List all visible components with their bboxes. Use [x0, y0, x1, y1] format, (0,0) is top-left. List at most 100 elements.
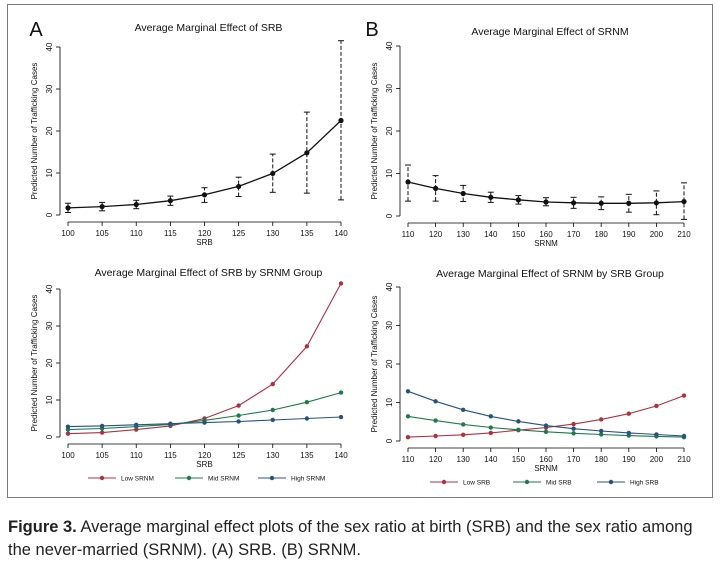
chart3-x-label: SRB — [196, 460, 212, 469]
chart4-x-tick-label: 200 — [650, 455, 664, 464]
chart1-title: Average Marginal Effect of SRB — [135, 22, 283, 34]
chart2-y-tick-label: 30 — [385, 84, 394, 93]
chart2-x-tick-label: 150 — [512, 230, 526, 239]
chart4-title: Average Marginal Effect of SRNM by SRB G… — [436, 268, 664, 280]
chart3-y-tick-label: 0 — [45, 434, 54, 439]
chart3-data-point — [304, 344, 310, 349]
chart4-x-tick-label: 160 — [539, 455, 553, 464]
chart4-legend-label: High SRB — [630, 480, 659, 487]
chart3-y-tick-label: 30 — [45, 321, 54, 330]
chart1-y-tick-label: 40 — [45, 42, 54, 51]
chart3-x-tick-label: 100 — [61, 451, 75, 460]
figure-caption: Figure 3. Average marginal effect plots … — [8, 516, 713, 562]
chart4-data-point — [571, 431, 576, 436]
chart2-x-tick-label: 110 — [402, 230, 415, 239]
chart3-x-tick-label: 120 — [198, 451, 212, 460]
chart1-x-tick-label: 125 — [232, 229, 246, 238]
chart4-data-point — [405, 389, 411, 394]
chart4-data-point — [626, 411, 631, 416]
chart4-data-point — [516, 419, 521, 424]
chart1-x-tick-label: 115 — [164, 229, 177, 238]
chart4-x-tick-label: 210 — [677, 455, 691, 464]
chart3-legend-label: Mid SRNM — [208, 476, 239, 483]
chart3-data-point — [338, 281, 344, 286]
chart1-data-point — [167, 198, 173, 204]
chart1-x-tick-label: 140 — [334, 229, 348, 238]
chart4-data-point — [405, 434, 411, 440]
chart4-x-tick-label: 180 — [595, 455, 609, 464]
chart2-data-point — [543, 199, 549, 205]
chart4-y-tick-label: 0 — [385, 438, 394, 443]
chart4-x-tick-label: 110 — [402, 455, 415, 464]
chart3-y-tick-label: 40 — [45, 284, 54, 293]
chart4-data-point — [488, 414, 493, 419]
chart2-y-tick-label: 10 — [385, 169, 394, 178]
figure-frame — [7, 4, 713, 498]
chart3-data-point — [65, 431, 71, 436]
chart2-data-point — [515, 197, 522, 203]
chart2-data-point — [460, 190, 466, 197]
chart4-x-tick-label: 150 — [512, 455, 526, 464]
chart2-x-tick-label: 210 — [677, 230, 691, 239]
chart4-legend-marker — [441, 479, 447, 485]
chart1-x-tick-label: 105 — [95, 229, 109, 238]
chart4-data-point — [599, 428, 604, 434]
chart3-legend-label: High SRNM — [291, 476, 325, 483]
chart4-data-point — [405, 414, 411, 419]
chart3-legend-marker — [99, 475, 105, 481]
chart4-data-point — [543, 429, 549, 434]
caption-text: Average marginal effect plots of the sex… — [8, 518, 693, 559]
chart4-data-point — [571, 426, 576, 431]
chart4-data-point — [433, 433, 438, 439]
chart4-y-tick-label: 10 — [385, 398, 394, 407]
chart1-y-tick-label: 10 — [45, 168, 54, 177]
chart1-y-tick-label: 30 — [45, 84, 54, 93]
chart3-data-point — [236, 413, 241, 418]
chart2-x-tick-label: 180 — [595, 230, 609, 239]
chart1-data-point — [270, 170, 276, 177]
chart3-data-point — [134, 422, 139, 427]
chart3-data-point — [236, 419, 241, 424]
chart2-y-tick-label: 0 — [385, 213, 394, 218]
chart3-legend-marker — [269, 475, 275, 481]
chart1-y-tick-label: 20 — [45, 126, 54, 135]
chart3-x-tick-label: 135 — [300, 451, 314, 460]
chart1-x-tick-label: 130 — [266, 229, 280, 238]
chart3-legend-label: Low SRNM — [121, 476, 154, 483]
figure-canvas: A B Average Marginal Effect of SRB 0 10 20 30 4… — [29, 19, 691, 487]
chart4-x-tick-label: 190 — [622, 455, 636, 464]
chart4-x-label: SRNM — [534, 464, 558, 473]
chart3-data-point — [338, 390, 344, 395]
chart2-data-point — [653, 200, 660, 206]
chart2-x-tick-label: 190 — [622, 230, 636, 239]
chart4-legend-label: Mid SRB — [546, 480, 572, 487]
chart1-data-point — [65, 205, 71, 211]
chart3-data-point — [338, 414, 344, 420]
chart3-data-point — [236, 403, 241, 408]
chart4-legend-label: Low SRB — [463, 480, 490, 487]
chart4-data-point — [488, 425, 493, 430]
chart4-y-tick-label: 20 — [385, 359, 394, 368]
chart1-x-tick-label: 120 — [198, 229, 212, 238]
chart3-data-point — [270, 381, 275, 387]
chart3-y-tick-label: 10 — [45, 395, 54, 404]
chart3-x-tick-label: 110 — [130, 451, 143, 460]
chart2-data-point — [405, 179, 411, 185]
chart2-x-label: SRNM — [534, 239, 558, 248]
chart4-y-tick-label: 30 — [385, 321, 394, 330]
chart2-x-tick-label: 160 — [539, 230, 553, 239]
chart3-x-tick-label: 130 — [266, 451, 280, 460]
chart4-data-point — [626, 430, 631, 436]
chart2-data-point — [488, 194, 494, 200]
chart3-data-point — [202, 420, 207, 425]
chart2-data-point — [571, 200, 577, 206]
chart3-y-tick-label: 20 — [45, 358, 54, 367]
chart4-legend-marker — [524, 479, 530, 485]
chart4-y-tick-label: 40 — [385, 282, 394, 291]
chart1-y-tick-label: 0 — [45, 212, 54, 217]
chart1-data-point — [99, 204, 105, 210]
chart4-data-point — [681, 393, 687, 398]
chart2-y-tick-label: 40 — [385, 41, 394, 50]
panel-letter-a: A — [29, 19, 43, 41]
chart4-x-tick-label: 130 — [457, 455, 471, 464]
